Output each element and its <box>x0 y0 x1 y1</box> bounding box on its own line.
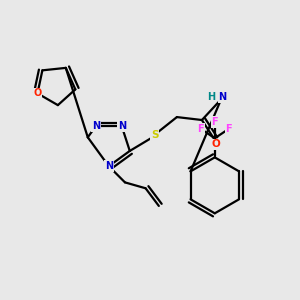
Text: N: N <box>118 121 126 131</box>
Text: O: O <box>212 140 220 149</box>
Text: N: N <box>105 161 113 171</box>
Text: F: F <box>212 117 218 127</box>
Text: F: F <box>226 124 232 134</box>
Text: F: F <box>197 124 204 134</box>
Text: N: N <box>92 121 100 131</box>
Text: H: H <box>208 92 216 102</box>
Text: O: O <box>33 88 42 98</box>
Text: N: N <box>218 92 226 102</box>
Text: S: S <box>151 130 159 140</box>
